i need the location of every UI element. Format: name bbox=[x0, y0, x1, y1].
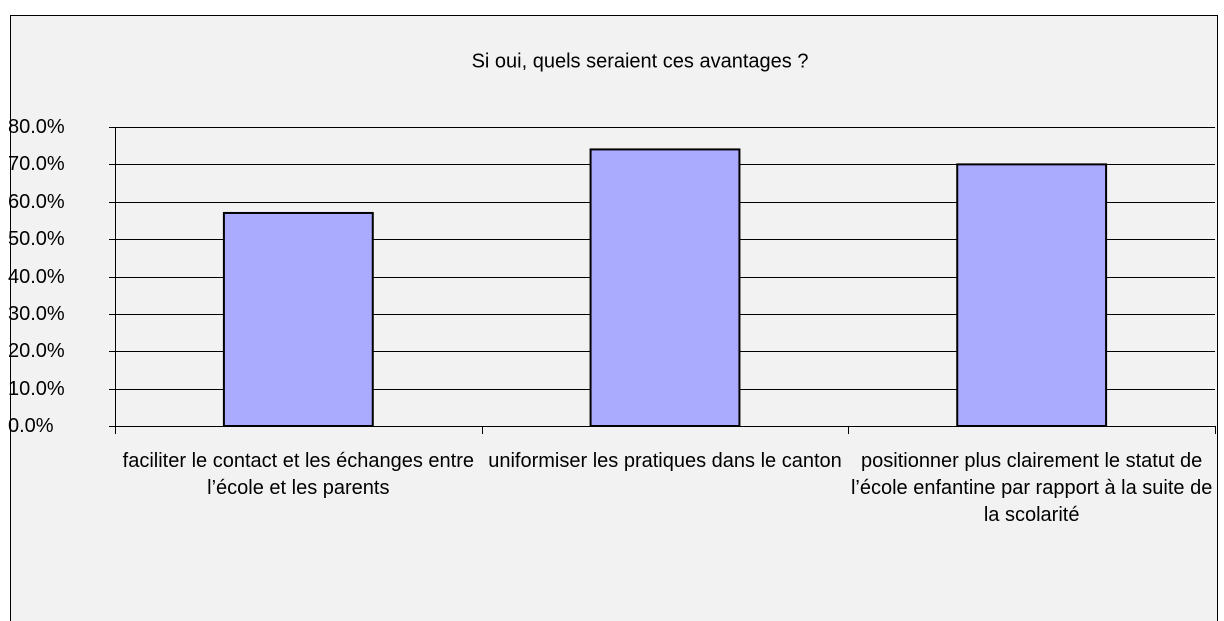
y-tick-label: 60.0% bbox=[8, 191, 65, 213]
y-tick-label: 10.0% bbox=[8, 378, 65, 400]
y-tick-label: 40.0% bbox=[8, 266, 65, 288]
y-tick-label: 80.0% bbox=[8, 116, 65, 138]
x-tick-label: uniformiser les pratiques dans le canton bbox=[488, 450, 842, 472]
y-tick-label: 50.0% bbox=[8, 228, 65, 250]
y-tick-label: 20.0% bbox=[8, 340, 65, 362]
x-tick-label: faciliter le contact et les échanges ent… bbox=[122, 450, 474, 499]
bar bbox=[222, 211, 374, 427]
x-tick-label: positionner plus clairement le statut de… bbox=[850, 450, 1213, 526]
y-tick-label: 0.0% bbox=[8, 415, 54, 437]
chart-title: Si oui, quels seraient ces avantages ? bbox=[472, 50, 809, 72]
bar bbox=[956, 163, 1108, 427]
y-tick-label: 30.0% bbox=[8, 303, 65, 325]
y-tick-label: 70.0% bbox=[8, 153, 65, 175]
bar bbox=[589, 148, 741, 428]
